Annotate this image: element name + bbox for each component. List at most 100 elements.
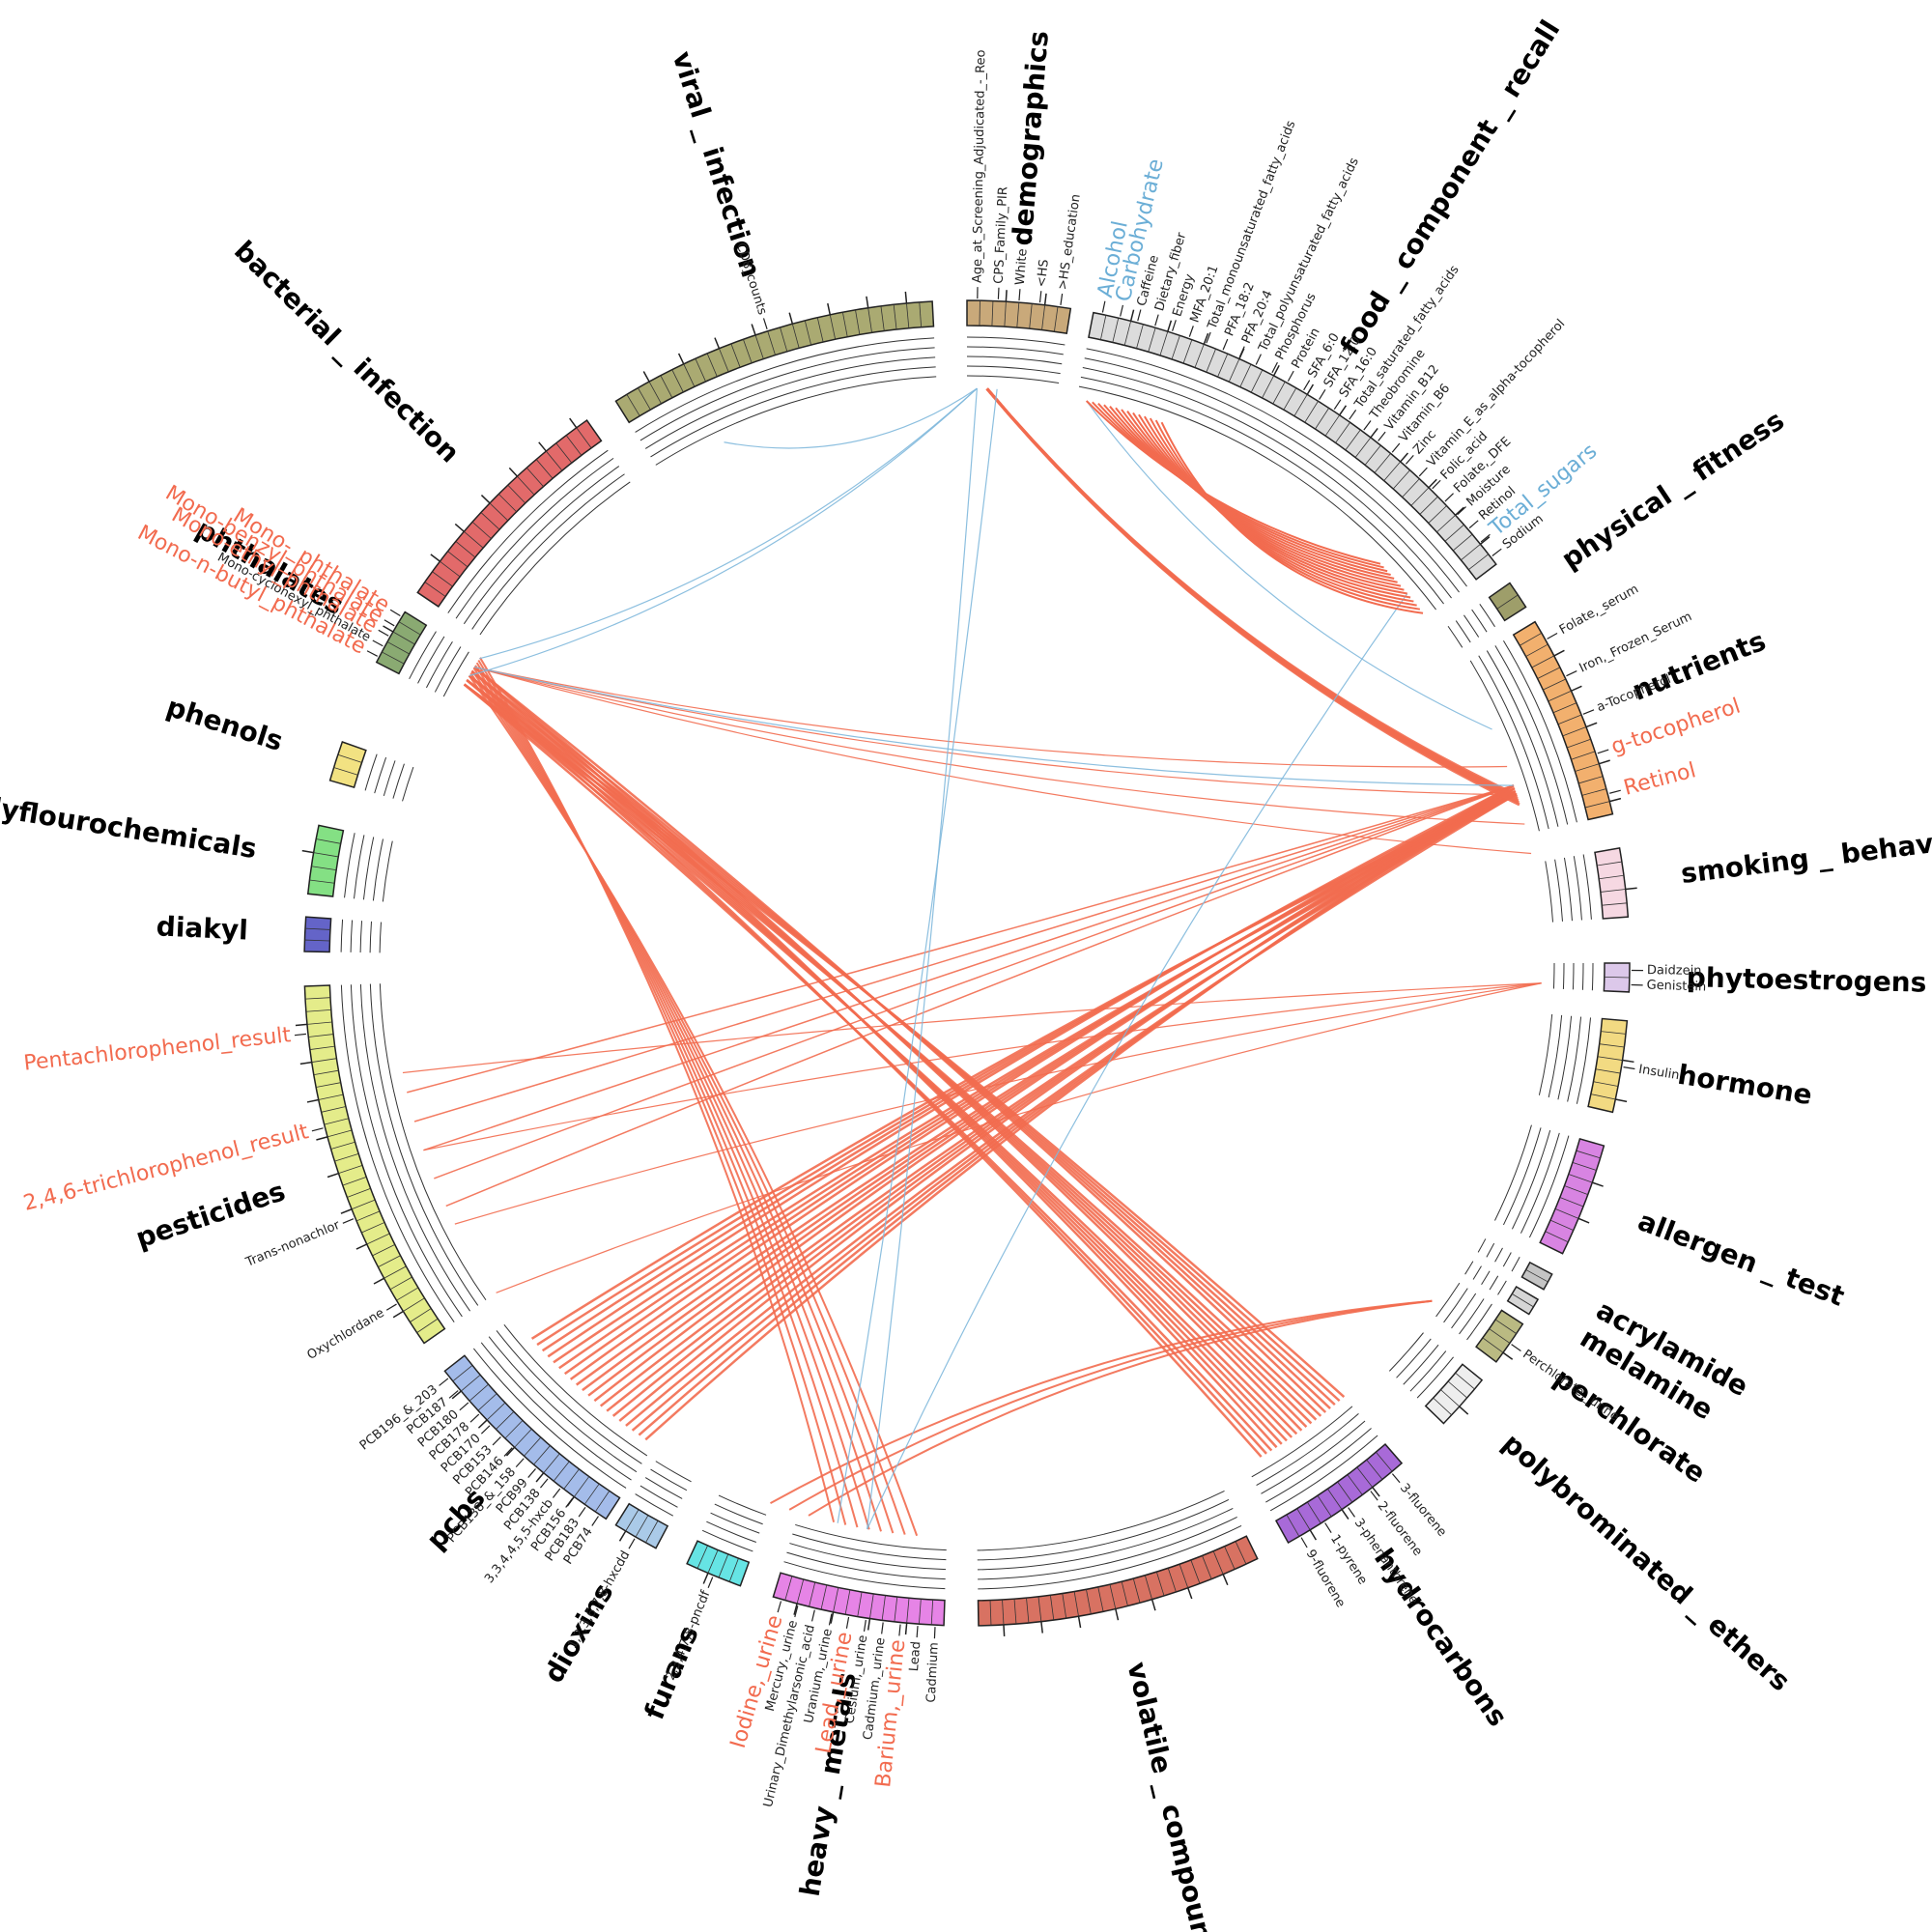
track bbox=[463, 466, 620, 625]
label-tick bbox=[378, 629, 389, 637]
link bbox=[423, 784, 1515, 1151]
band-stripe bbox=[382, 651, 405, 665]
band-stripe bbox=[1307, 1501, 1321, 1524]
band-stripe bbox=[338, 1165, 363, 1175]
band-stripe bbox=[313, 1069, 339, 1075]
band-stripe bbox=[337, 753, 362, 763]
band-stripe bbox=[1584, 801, 1610, 809]
band-stripe bbox=[1410, 487, 1430, 506]
band-stripe bbox=[1228, 358, 1240, 383]
band-stripe bbox=[1525, 643, 1548, 657]
band-stripe bbox=[1324, 414, 1341, 437]
tick bbox=[1040, 1621, 1043, 1634]
group-band bbox=[306, 824, 345, 897]
band-stripe bbox=[809, 1581, 816, 1607]
track bbox=[447, 449, 609, 613]
band-stripe bbox=[1182, 339, 1193, 364]
band-stripe bbox=[1600, 889, 1626, 893]
tick bbox=[477, 1419, 488, 1429]
tick bbox=[1115, 1608, 1120, 1621]
track bbox=[1481, 1270, 1491, 1286]
band-stripe bbox=[1016, 302, 1020, 328]
band-stripe bbox=[1575, 763, 1600, 772]
band-stripe bbox=[1392, 469, 1410, 490]
track bbox=[402, 766, 414, 802]
track bbox=[966, 336, 1065, 346]
tick bbox=[538, 441, 547, 452]
band-stripe bbox=[316, 1082, 341, 1088]
label-tick bbox=[1378, 431, 1386, 441]
band-stripe bbox=[1121, 1581, 1128, 1606]
band-stripe bbox=[1383, 461, 1401, 481]
label-tick bbox=[1363, 420, 1372, 431]
band-stripe bbox=[1250, 369, 1264, 393]
band-stripe bbox=[1576, 1150, 1601, 1159]
band-stripe bbox=[565, 435, 582, 456]
label-tick bbox=[389, 609, 401, 617]
group-label: phytoestrogens bbox=[1686, 961, 1926, 998]
band-stripe bbox=[1148, 327, 1156, 353]
band-stripe bbox=[1376, 1452, 1393, 1472]
band-stripe bbox=[1086, 1589, 1092, 1614]
track bbox=[1548, 1014, 1563, 1098]
band-stripe bbox=[555, 442, 573, 464]
track bbox=[718, 1494, 767, 1516]
tick bbox=[373, 1277, 384, 1285]
track bbox=[1494, 1124, 1532, 1221]
link bbox=[618, 784, 1515, 1422]
tick bbox=[793, 1603, 798, 1615]
band-stripe bbox=[1364, 444, 1381, 466]
band-stripe bbox=[1520, 632, 1543, 646]
tick bbox=[702, 1573, 709, 1584]
tick bbox=[1222, 1574, 1229, 1586]
group-band bbox=[1594, 847, 1630, 920]
tick bbox=[1455, 506, 1464, 516]
band-stripe bbox=[1041, 304, 1046, 330]
label-tick bbox=[1609, 789, 1621, 794]
band-stripe bbox=[333, 767, 358, 776]
group-label: hormone bbox=[1675, 1059, 1814, 1112]
band-stripe bbox=[342, 1177, 367, 1186]
band-stripe bbox=[743, 339, 753, 363]
label-tick bbox=[1271, 361, 1278, 374]
label-tick bbox=[469, 1413, 480, 1423]
band-stripe bbox=[327, 1129, 353, 1138]
band-stripe bbox=[660, 375, 673, 398]
band-stripe bbox=[517, 475, 535, 496]
track bbox=[1538, 1013, 1553, 1095]
link bbox=[541, 786, 1516, 1352]
band-stripe bbox=[1283, 387, 1297, 411]
group-label: bacterial _ infection bbox=[228, 235, 466, 469]
link bbox=[496, 982, 1542, 1293]
label-tick bbox=[810, 1609, 815, 1622]
track bbox=[1563, 857, 1573, 922]
label-tick bbox=[1188, 326, 1194, 337]
label-tick bbox=[1492, 548, 1502, 557]
band-stripe bbox=[1581, 788, 1606, 796]
track bbox=[714, 1503, 763, 1525]
tick bbox=[714, 337, 721, 350]
band-stripe bbox=[392, 631, 415, 645]
tick bbox=[569, 417, 578, 429]
tick bbox=[1151, 1599, 1156, 1611]
band-stripe bbox=[1455, 1372, 1475, 1390]
track bbox=[471, 473, 625, 630]
track bbox=[635, 337, 935, 433]
link bbox=[631, 790, 1517, 1432]
track bbox=[650, 1468, 688, 1492]
track bbox=[379, 922, 382, 953]
track bbox=[786, 1551, 946, 1580]
track bbox=[1581, 962, 1584, 990]
tick bbox=[1043, 293, 1047, 305]
track bbox=[382, 840, 393, 902]
band-stripe bbox=[306, 1021, 332, 1025]
group-band bbox=[416, 419, 603, 608]
band-stripe bbox=[844, 1589, 851, 1615]
track bbox=[1557, 1015, 1573, 1100]
band-stripe bbox=[1593, 1081, 1619, 1087]
band-stripe bbox=[1026, 1598, 1030, 1624]
tick bbox=[1577, 1217, 1590, 1224]
track bbox=[409, 631, 437, 680]
track bbox=[364, 753, 378, 791]
tick bbox=[1459, 1406, 1469, 1415]
